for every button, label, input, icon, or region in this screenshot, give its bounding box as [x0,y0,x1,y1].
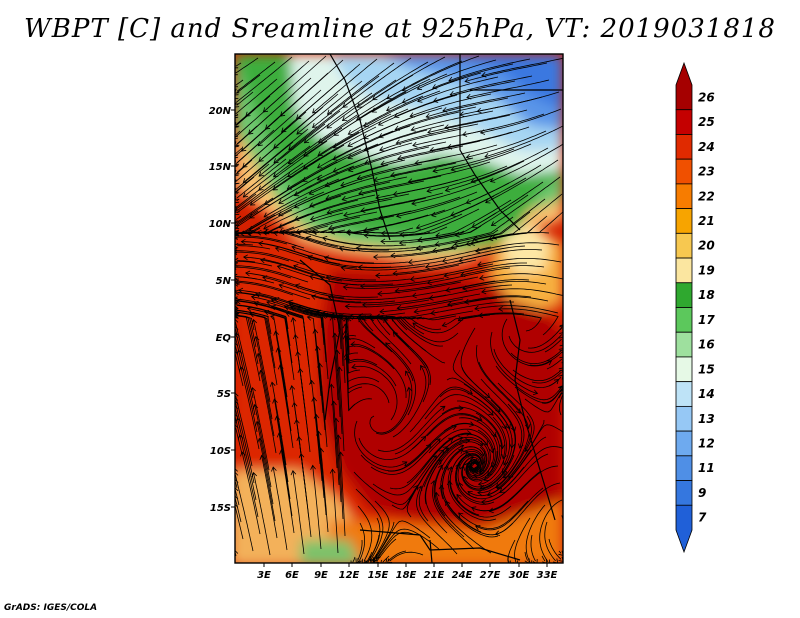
colorbar-swatch [675,183,693,210]
lon-label-9e: 9E [314,570,328,581]
wbpt-map-panel [235,54,563,563]
lon-label-18e: 18E [396,570,417,581]
colorbar-label: 16 [698,338,715,352]
grads-credit: GrADS: IGES/COLA [4,603,98,613]
lat-label-10n: 10N [209,219,232,230]
colorbar-swatch [675,356,693,383]
colorbar: 26 25 24 23 22 21 20 19 18 17 16 15 14 13 12 11 9 7 [675,61,715,554]
colorbar-label: 12 [698,436,715,450]
colorbar-swatch [675,282,693,308]
lon-label-12e: 12E [339,570,360,581]
map-ticks [231,109,548,567]
colorbar-label: 17 [698,313,715,327]
lon-label-3e: 3E [257,570,271,581]
colorbar-label: 7 [698,511,707,525]
colorbar-label: 24 [698,140,715,154]
lat-label-15s: 15S [210,503,231,514]
colorbar-swatch [675,504,693,554]
colorbar-label: 23 [698,165,715,179]
lat-label-20n: 20N [209,106,232,117]
colorbar-label: 19 [698,263,715,277]
colorbar-swatch [675,480,693,506]
lon-label-27e: 27E [480,570,501,581]
country-borders [299,54,563,563]
latitude-axis: 20N 15N 10N 5N EQ 5S 10S 15S [209,106,232,514]
colorbar-label: 21 [698,214,715,228]
colorbar-label: 9 [698,486,706,500]
lon-label-21e: 21E [424,570,445,581]
colorbar-swatch [675,109,693,135]
lon-label-15e: 15E [368,570,389,581]
colorbar-label: 15 [698,362,715,376]
colorbar-label: 20 [698,239,715,253]
colorbar-label: 14 [698,387,715,401]
lat-label-5n: 5N [216,276,232,287]
colorbar-swatch [675,257,693,284]
colorbar-swatch [675,158,693,185]
colorbar-swatch [675,405,693,432]
colorbar-label: 26 [698,90,715,104]
lat-label-10s: 10S [210,446,231,457]
colorbar-swatch [675,232,693,259]
lat-label-eq: EQ [216,333,232,344]
colorbar-label: 11 [698,461,715,475]
colorbar-swatch [675,331,693,358]
colorbar-swatch [675,455,693,481]
lat-label-15n: 15N [209,162,232,173]
colorbar-label: 25 [698,115,715,129]
lon-label-6e: 6E [285,570,299,581]
lat-label-5s: 5S [217,389,231,400]
colorbar-label: 18 [698,288,715,302]
colorbar-swatch [675,430,693,457]
colorbar-swatch [675,134,693,160]
colorbar-swatch [675,381,693,407]
colorbar-label: 13 [698,412,715,426]
map-title: WBPT [C] and Sreamline at 925hPa, VT: 20… [24,14,776,44]
lon-label-33e: 33E [537,570,558,581]
colorbar-label: 22 [698,189,715,203]
colorbar-swatch [675,208,693,234]
longitude-axis: 3E 6E 9E 12E 15E 18E 21E 24E 27E 30E 33E [257,570,557,581]
colorbar-swatch [675,61,693,111]
map-frame [234,53,564,564]
lon-label-24e: 24E [452,570,473,581]
colorbar-swatch [675,307,693,333]
lon-label-30e: 30E [509,570,530,581]
